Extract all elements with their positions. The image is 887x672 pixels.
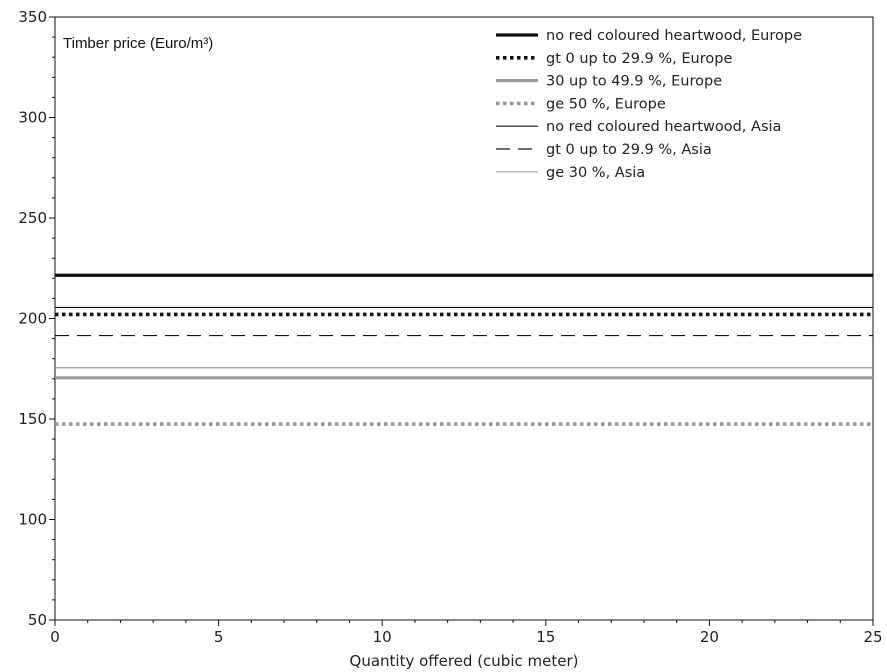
x-axis: 0 5 10 15 20 25 [50, 620, 883, 646]
x-tick-label: 25 [863, 628, 882, 646]
chart-title: Timber price (Euro/m³) [63, 35, 213, 52]
x-tick-label: 15 [536, 628, 555, 646]
legend-label: no red coloured heartwood, Europe [546, 28, 802, 44]
legend-label: ge 50 %, Europe [546, 96, 666, 112]
y-tick-label: 350 [18, 8, 47, 26]
x-tick-label: 0 [50, 628, 60, 646]
y-tick-label: 200 [18, 310, 47, 328]
legend-label: ge 30 %, Asia [546, 165, 645, 181]
plot-frame [54, 16, 874, 621]
legend: no red coloured heartwood, Europe gt 0 up… [496, 28, 802, 181]
legend-label: 30 up to 49.9 %, Europe [546, 74, 722, 90]
x-tick-label: 10 [373, 628, 392, 646]
x-axis-title: Quantity offered (cubic meter) [350, 652, 579, 670]
x-tick-label: 20 [700, 628, 719, 646]
y-tick-label: 100 [18, 511, 47, 529]
y-tick-label: 300 [18, 109, 47, 127]
legend-label: no red coloured heartwood, Asia [546, 119, 781, 135]
y-tick-label: 50 [28, 611, 47, 629]
legend-label: gt 0 up to 29.9 %, Europe [546, 51, 732, 67]
series-lines [55, 273, 873, 426]
y-tick-label: 150 [18, 410, 47, 428]
x-tick-label: 5 [214, 628, 224, 646]
y-tick-label: 250 [18, 209, 47, 227]
y-axis: 50 100 150 200 250 300 350 [18, 8, 55, 629]
legend-label: gt 0 up to 29.9 %, Asia [546, 142, 712, 158]
